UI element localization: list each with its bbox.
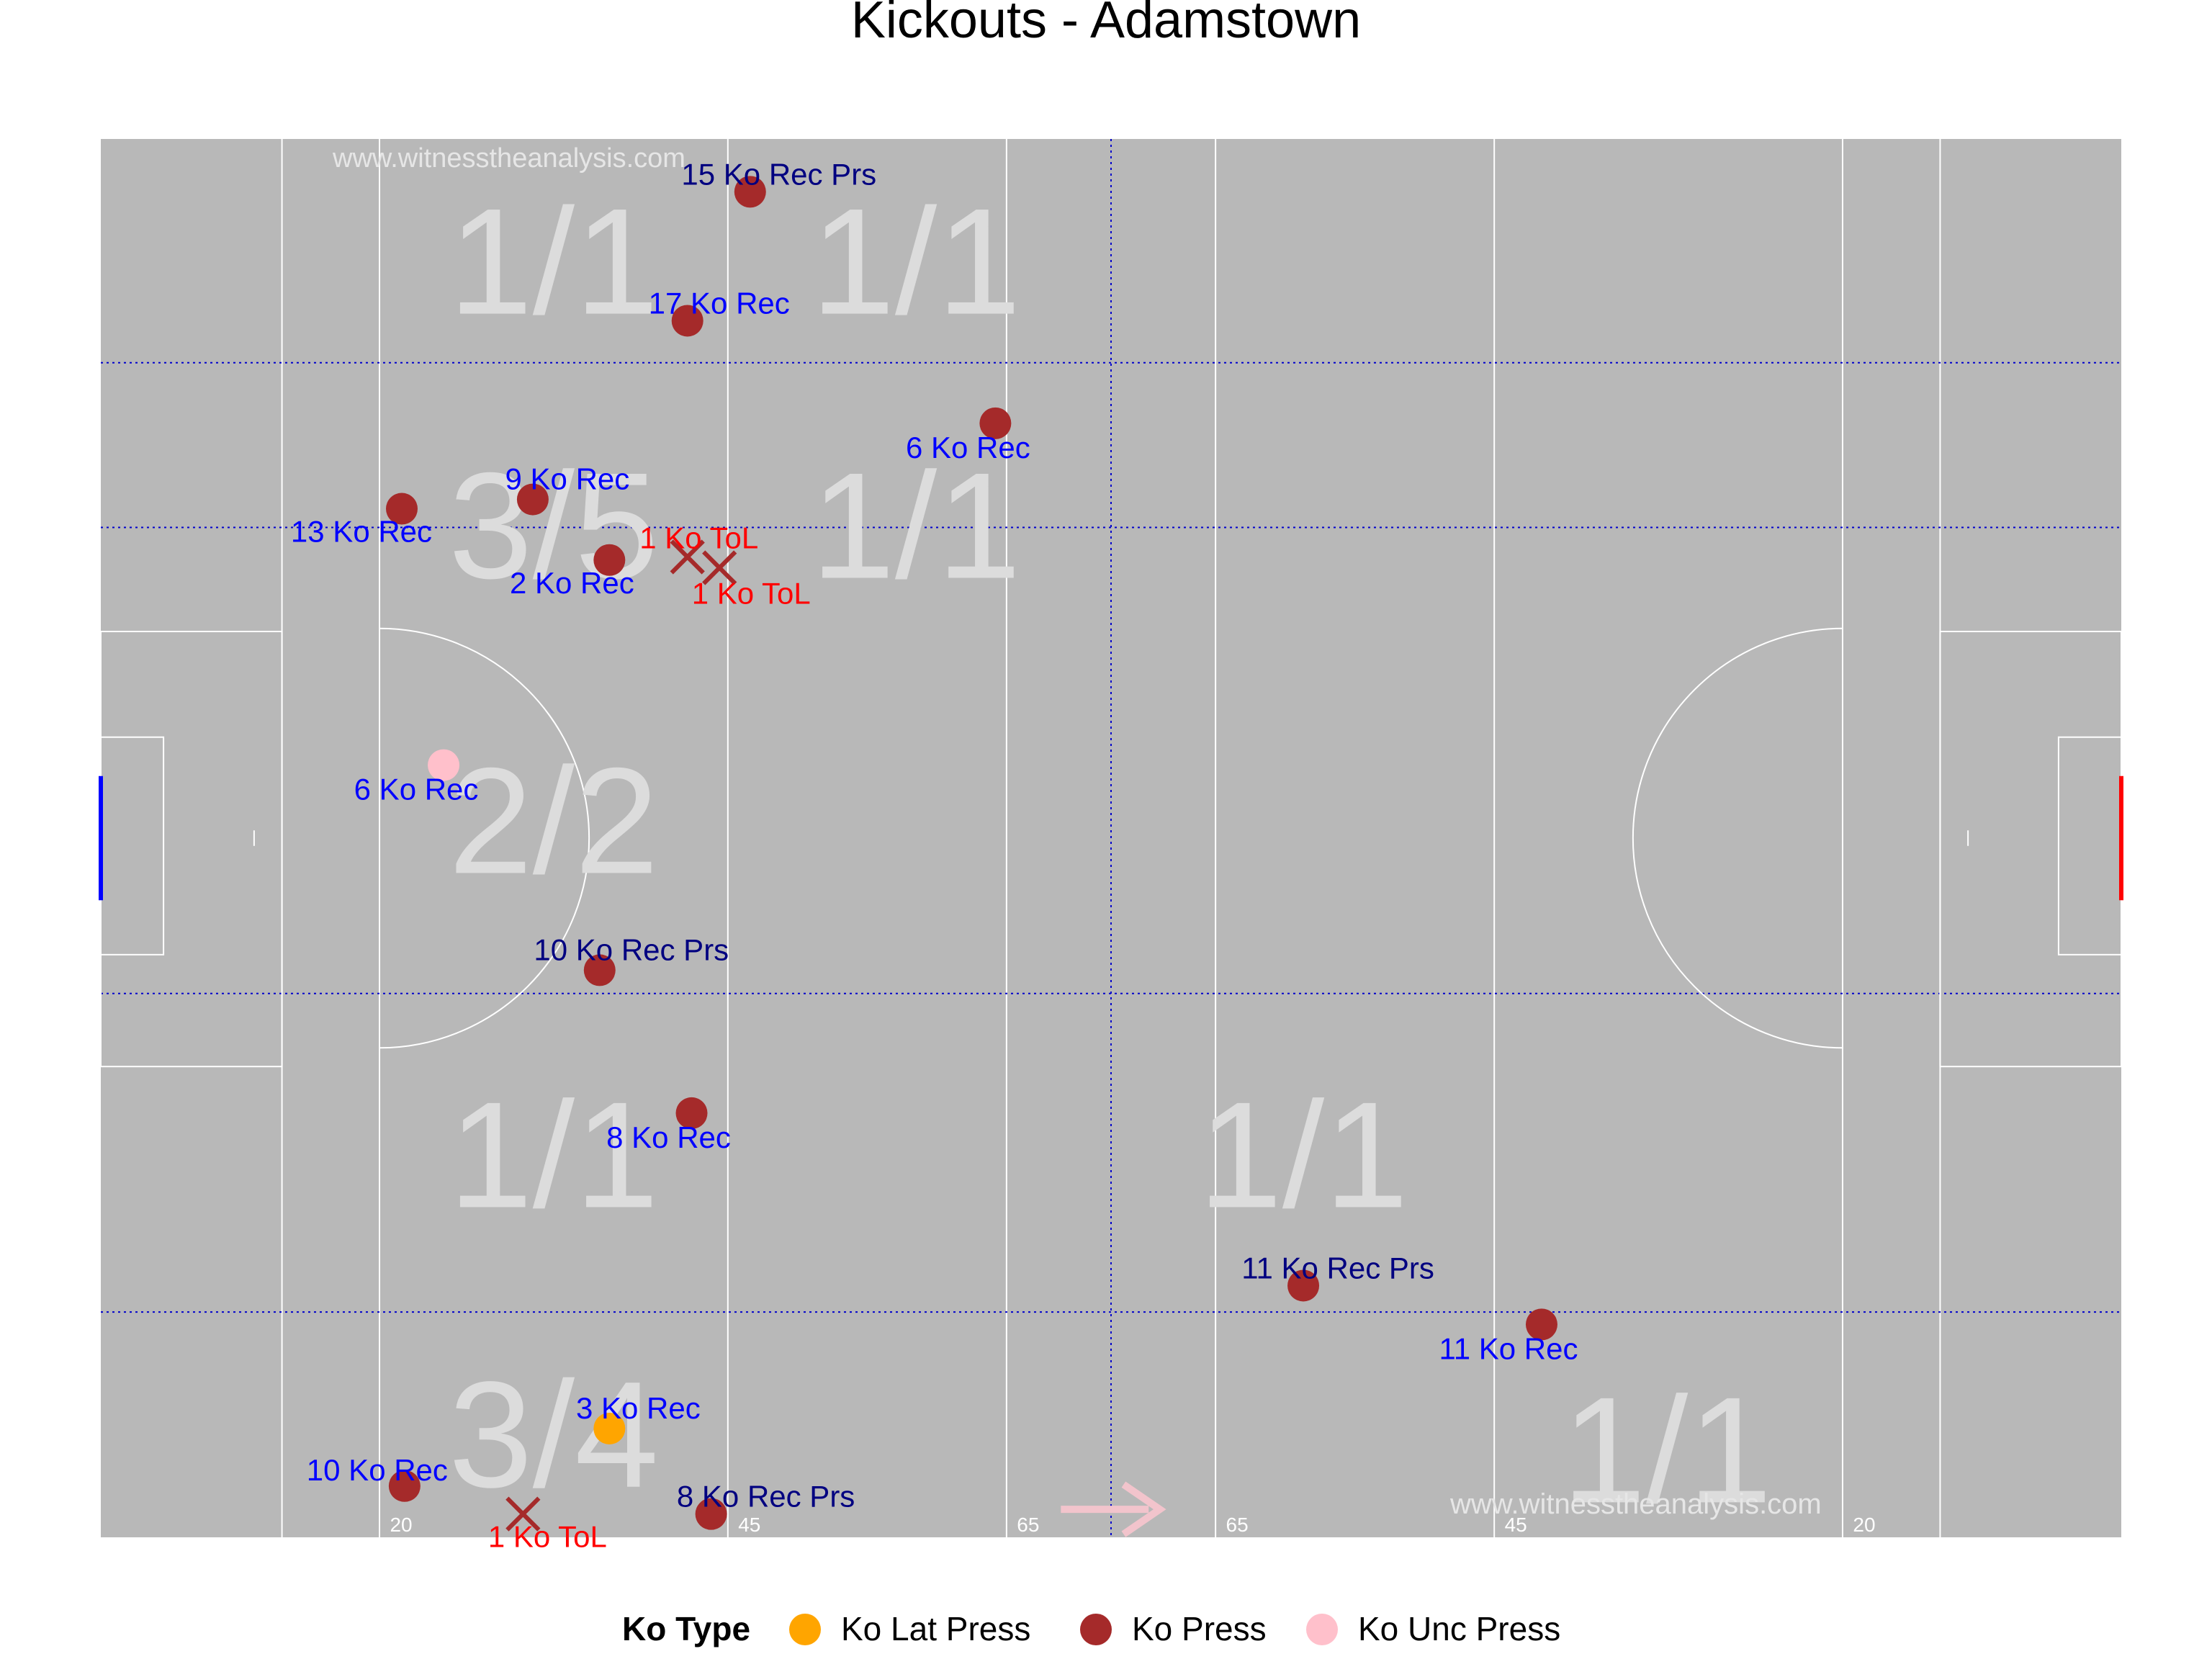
watermarks: www.witnesstheanalysis.com www.witnessth… — [332, 143, 1822, 1520]
x-tick-label: 65 — [1017, 1514, 1039, 1536]
zone-counts: 1/1 1/1 3/5 1/1 2/2 1/1 1/1 3/4 1/1 — [449, 177, 1772, 1535]
kickout-dot — [593, 544, 626, 576]
point-label: 8 Ko Rec — [606, 1120, 731, 1154]
legend-swatch — [1080, 1614, 1112, 1645]
legend-label: Ko Unc Press — [1358, 1610, 1560, 1647]
point-label: 6 Ko Rec — [354, 773, 479, 806]
legend: Ko Type Ko Lat Press Ko Press Ko Unc Press — [622, 1610, 1560, 1647]
point-label: 6 Ko Rec — [906, 431, 1030, 464]
kickout-points: 15 Ko Rec Prs 17 Ko Rec 6 Ko Rec 9 Ko Rec 13… — [291, 157, 1578, 1553]
pitch — [99, 139, 2123, 1537]
point-label: 8 Ko Rec Prs — [677, 1480, 855, 1514]
kickout-dot — [428, 749, 460, 781]
x-tick-label: 20 — [390, 1514, 412, 1536]
point-label: 11 Ko Rec — [1439, 1331, 1578, 1365]
x-axis-ticks: 20 45 65 65 45 20 — [390, 1514, 1875, 1536]
zone-count: 1/1 — [449, 1070, 659, 1239]
legend-swatch — [789, 1614, 821, 1645]
kickout-dot — [516, 483, 549, 516]
point-label: 10 Ko Rec — [307, 1453, 448, 1487]
zone-count: 1/1 — [1562, 1365, 1772, 1534]
point-label: 2 Ko Rec — [510, 566, 634, 600]
point-label: 17 Ko Rec — [649, 286, 790, 320]
zone-count: 2/2 — [449, 736, 659, 905]
point-label: 15 Ko Rec Prs — [681, 157, 876, 191]
turnover-marker — [670, 539, 705, 575]
kickout-dot — [979, 407, 1012, 439]
chart-title: Kickouts - Adamstown — [851, 0, 1361, 49]
kickout-dot — [385, 493, 418, 525]
x-tick-label: 20 — [1853, 1514, 1875, 1536]
kickout-dot — [583, 954, 616, 986]
point-label: 9 Ko Rec — [505, 462, 630, 496]
kickout-dot — [671, 305, 703, 337]
zone-count: 3/5 — [449, 441, 659, 610]
point-label: 3 Ko Rec — [576, 1391, 701, 1425]
kickout-dot — [593, 1412, 626, 1444]
direction-arrow-head — [1121, 1481, 1166, 1537]
point-label: 1 Ko ToL — [639, 521, 758, 554]
point-label: 1 Ko ToL — [488, 1520, 607, 1554]
kickout-dot — [1287, 1269, 1320, 1302]
turnover-marker — [505, 1496, 541, 1532]
point-label: 13 Ko Rec — [291, 515, 432, 549]
point-label: 11 Ko Rec Prs — [1241, 1251, 1434, 1285]
zone-count: 1/1 — [811, 177, 1021, 346]
watermark-top: www.witnesstheanalysis.com — [332, 143, 685, 174]
kickout-dot — [695, 1498, 727, 1530]
arc-left — [379, 627, 590, 1049]
arc-right — [1632, 627, 1843, 1049]
kickout-dot — [388, 1470, 421, 1502]
x-tick-label: 45 — [1505, 1514, 1527, 1536]
watermark-bottom: www.witnesstheanalysis.com — [1449, 1488, 1822, 1520]
legend-title: Ko Type — [622, 1610, 750, 1647]
zone-count: 1/1 — [449, 177, 659, 346]
zone-count: 1/1 — [811, 441, 1021, 610]
x-tick-label: 45 — [738, 1514, 760, 1536]
kickout-dot — [1525, 1308, 1557, 1341]
point-label: 1 Ko ToL — [692, 577, 811, 611]
x-tick-label: 65 — [1226, 1514, 1249, 1536]
turnover-marker — [702, 550, 737, 585]
kickout-dot — [675, 1097, 708, 1129]
point-label: 10 Ko Rec Prs — [534, 932, 729, 966]
zone-count: 3/4 — [449, 1350, 659, 1519]
zone-count: 1/1 — [1198, 1070, 1408, 1239]
legend-swatch — [1306, 1614, 1338, 1645]
kickout-dot — [734, 176, 766, 208]
legend-label: Ko Press — [1132, 1610, 1267, 1647]
legend-label: Ko Lat Press — [841, 1610, 1030, 1647]
